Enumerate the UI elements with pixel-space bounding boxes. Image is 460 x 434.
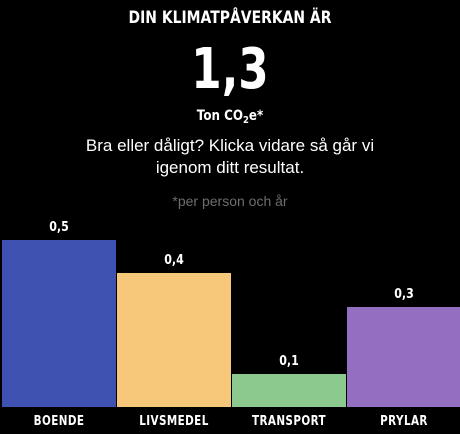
- unit-prefix: Ton CO: [196, 108, 243, 124]
- bar-value-label: 0,4: [164, 253, 184, 269]
- unit-subscript: 2: [242, 115, 249, 126]
- bar-livsmedel[interactable]: [117, 273, 231, 407]
- footnote: *per person och år: [172, 193, 288, 209]
- bar-value-label: 0,3: [394, 286, 414, 302]
- total-impact-value: 1,3: [191, 37, 269, 102]
- bar-boende[interactable]: [2, 240, 116, 407]
- page-title: DIN KLIMATPÅVERKAN ÄR: [128, 8, 332, 28]
- category-label-boende: BOENDE: [33, 414, 85, 429]
- bar-prylar[interactable]: [347, 306, 460, 407]
- category-label-transport: TRANSPORT: [251, 414, 327, 429]
- category-label-prylar: PRYLAR: [380, 414, 428, 429]
- category-label-livsmedel: LIVSMEDEL: [139, 414, 209, 429]
- unit-suffix: e*: [248, 108, 264, 124]
- bar-value-label: 0,1: [279, 353, 299, 369]
- bar-value-label: 0,5: [49, 220, 69, 235]
- result-message: Bra eller dåligt? Klicka vidare så går v…: [85, 136, 375, 177]
- bar-transport[interactable]: [232, 373, 346, 407]
- unit-label: Ton CO2e*: [35, 108, 426, 126]
